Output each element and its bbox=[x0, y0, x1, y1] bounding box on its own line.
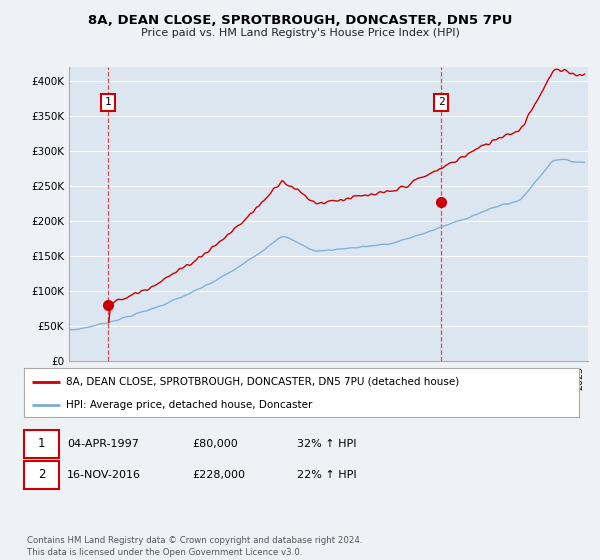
Text: 1: 1 bbox=[38, 437, 45, 450]
Text: £228,000: £228,000 bbox=[192, 470, 245, 480]
Text: 8A, DEAN CLOSE, SPROTBROUGH, DONCASTER, DN5 7PU (detached house): 8A, DEAN CLOSE, SPROTBROUGH, DONCASTER, … bbox=[65, 377, 459, 387]
Text: HPI: Average price, detached house, Doncaster: HPI: Average price, detached house, Donc… bbox=[65, 400, 312, 410]
Text: 04-APR-1997: 04-APR-1997 bbox=[67, 438, 139, 449]
Text: Price paid vs. HM Land Registry's House Price Index (HPI): Price paid vs. HM Land Registry's House … bbox=[140, 28, 460, 38]
Text: £80,000: £80,000 bbox=[192, 438, 238, 449]
Text: 8A, DEAN CLOSE, SPROTBROUGH, DONCASTER, DN5 7PU: 8A, DEAN CLOSE, SPROTBROUGH, DONCASTER, … bbox=[88, 14, 512, 27]
Text: 22% ↑ HPI: 22% ↑ HPI bbox=[297, 470, 356, 480]
Text: 16-NOV-2016: 16-NOV-2016 bbox=[67, 470, 141, 480]
Text: 2: 2 bbox=[438, 97, 445, 108]
Text: 2: 2 bbox=[38, 468, 45, 482]
Text: 1: 1 bbox=[104, 97, 111, 108]
Text: 32% ↑ HPI: 32% ↑ HPI bbox=[297, 438, 356, 449]
Text: Contains HM Land Registry data © Crown copyright and database right 2024.
This d: Contains HM Land Registry data © Crown c… bbox=[27, 536, 362, 557]
